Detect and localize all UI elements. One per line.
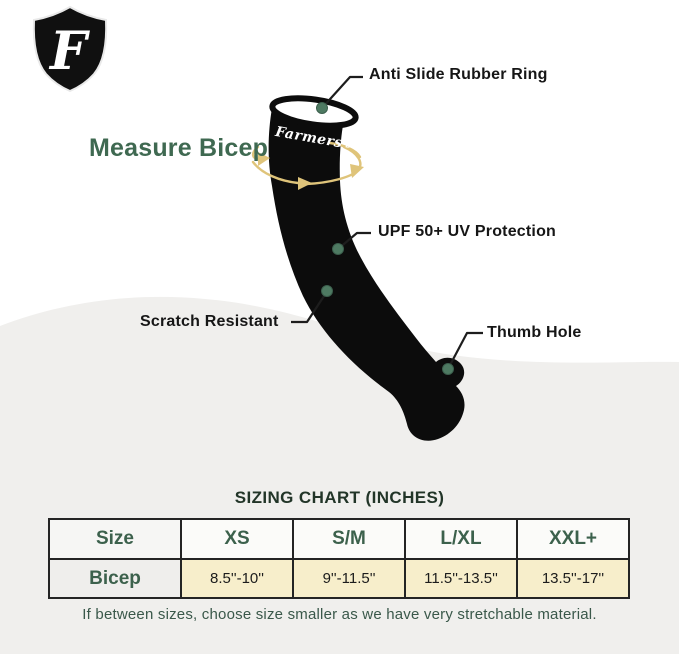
col-header-lxl: L/XL bbox=[404, 518, 518, 560]
sizing-chart-title: SIZING CHART (INCHES) bbox=[234, 488, 445, 507]
col-header-xs: XS bbox=[180, 518, 294, 560]
measure-arrow-icon bbox=[251, 141, 364, 190]
wave-background bbox=[0, 296, 679, 654]
bicep-value-lxl: 11.5''-13.5'' bbox=[404, 558, 518, 599]
brand-shield-logo: F bbox=[32, 5, 108, 93]
col-header-sm: S/M bbox=[292, 518, 406, 560]
col-header-xxl: XXL+ bbox=[516, 518, 630, 560]
callout-dot-thumb bbox=[442, 363, 454, 375]
anti-slide-rubber-ring-label: Anti Slide Rubber Ring bbox=[369, 66, 548, 83]
row-header-bicep: Bicep bbox=[48, 558, 182, 599]
callout-dots bbox=[316, 102, 454, 375]
upf-protection-label: UPF 50+ UV Protection bbox=[378, 223, 557, 240]
callout-dot-anti-slide bbox=[316, 102, 328, 114]
sizing-table-header-row: Size XS S/M L/XL XXL+ bbox=[48, 518, 630, 560]
sizing-note: If between sizes, choose size smaller as… bbox=[82, 606, 597, 623]
callout-line-thumb bbox=[448, 331, 483, 368]
callout-dot-upf bbox=[332, 243, 344, 255]
callout-line-upf bbox=[337, 231, 371, 250]
sizing-table: Size XS S/M L/XL XXL+ Bicep 8.5''-10'' 9… bbox=[48, 518, 630, 599]
measure-bicep-label: Measure Bicep bbox=[89, 134, 269, 162]
bicep-value-sm: 9''-11.5'' bbox=[292, 558, 406, 599]
callout-lines bbox=[291, 75, 483, 368]
callout-line-scratch bbox=[291, 292, 327, 324]
sleeve-graphic bbox=[268, 95, 465, 441]
scratch-resistant-label: Scratch Resistant bbox=[140, 313, 279, 330]
bicep-value-xs: 8.5''-10'' bbox=[180, 558, 294, 599]
callout-line-anti-slide bbox=[321, 75, 363, 109]
sleeve-opening bbox=[269, 95, 359, 129]
bicep-value-xxl: 13.5''-17'' bbox=[516, 558, 630, 599]
thumb-hole-label: Thumb Hole bbox=[487, 324, 582, 341]
col-header-size: Size bbox=[48, 518, 182, 560]
logo-letter: F bbox=[48, 21, 90, 82]
sizing-table-bicep-row: Bicep 8.5''-10'' 9''-11.5'' 11.5''-13.5'… bbox=[48, 558, 630, 599]
callout-dot-scratch bbox=[321, 285, 333, 297]
